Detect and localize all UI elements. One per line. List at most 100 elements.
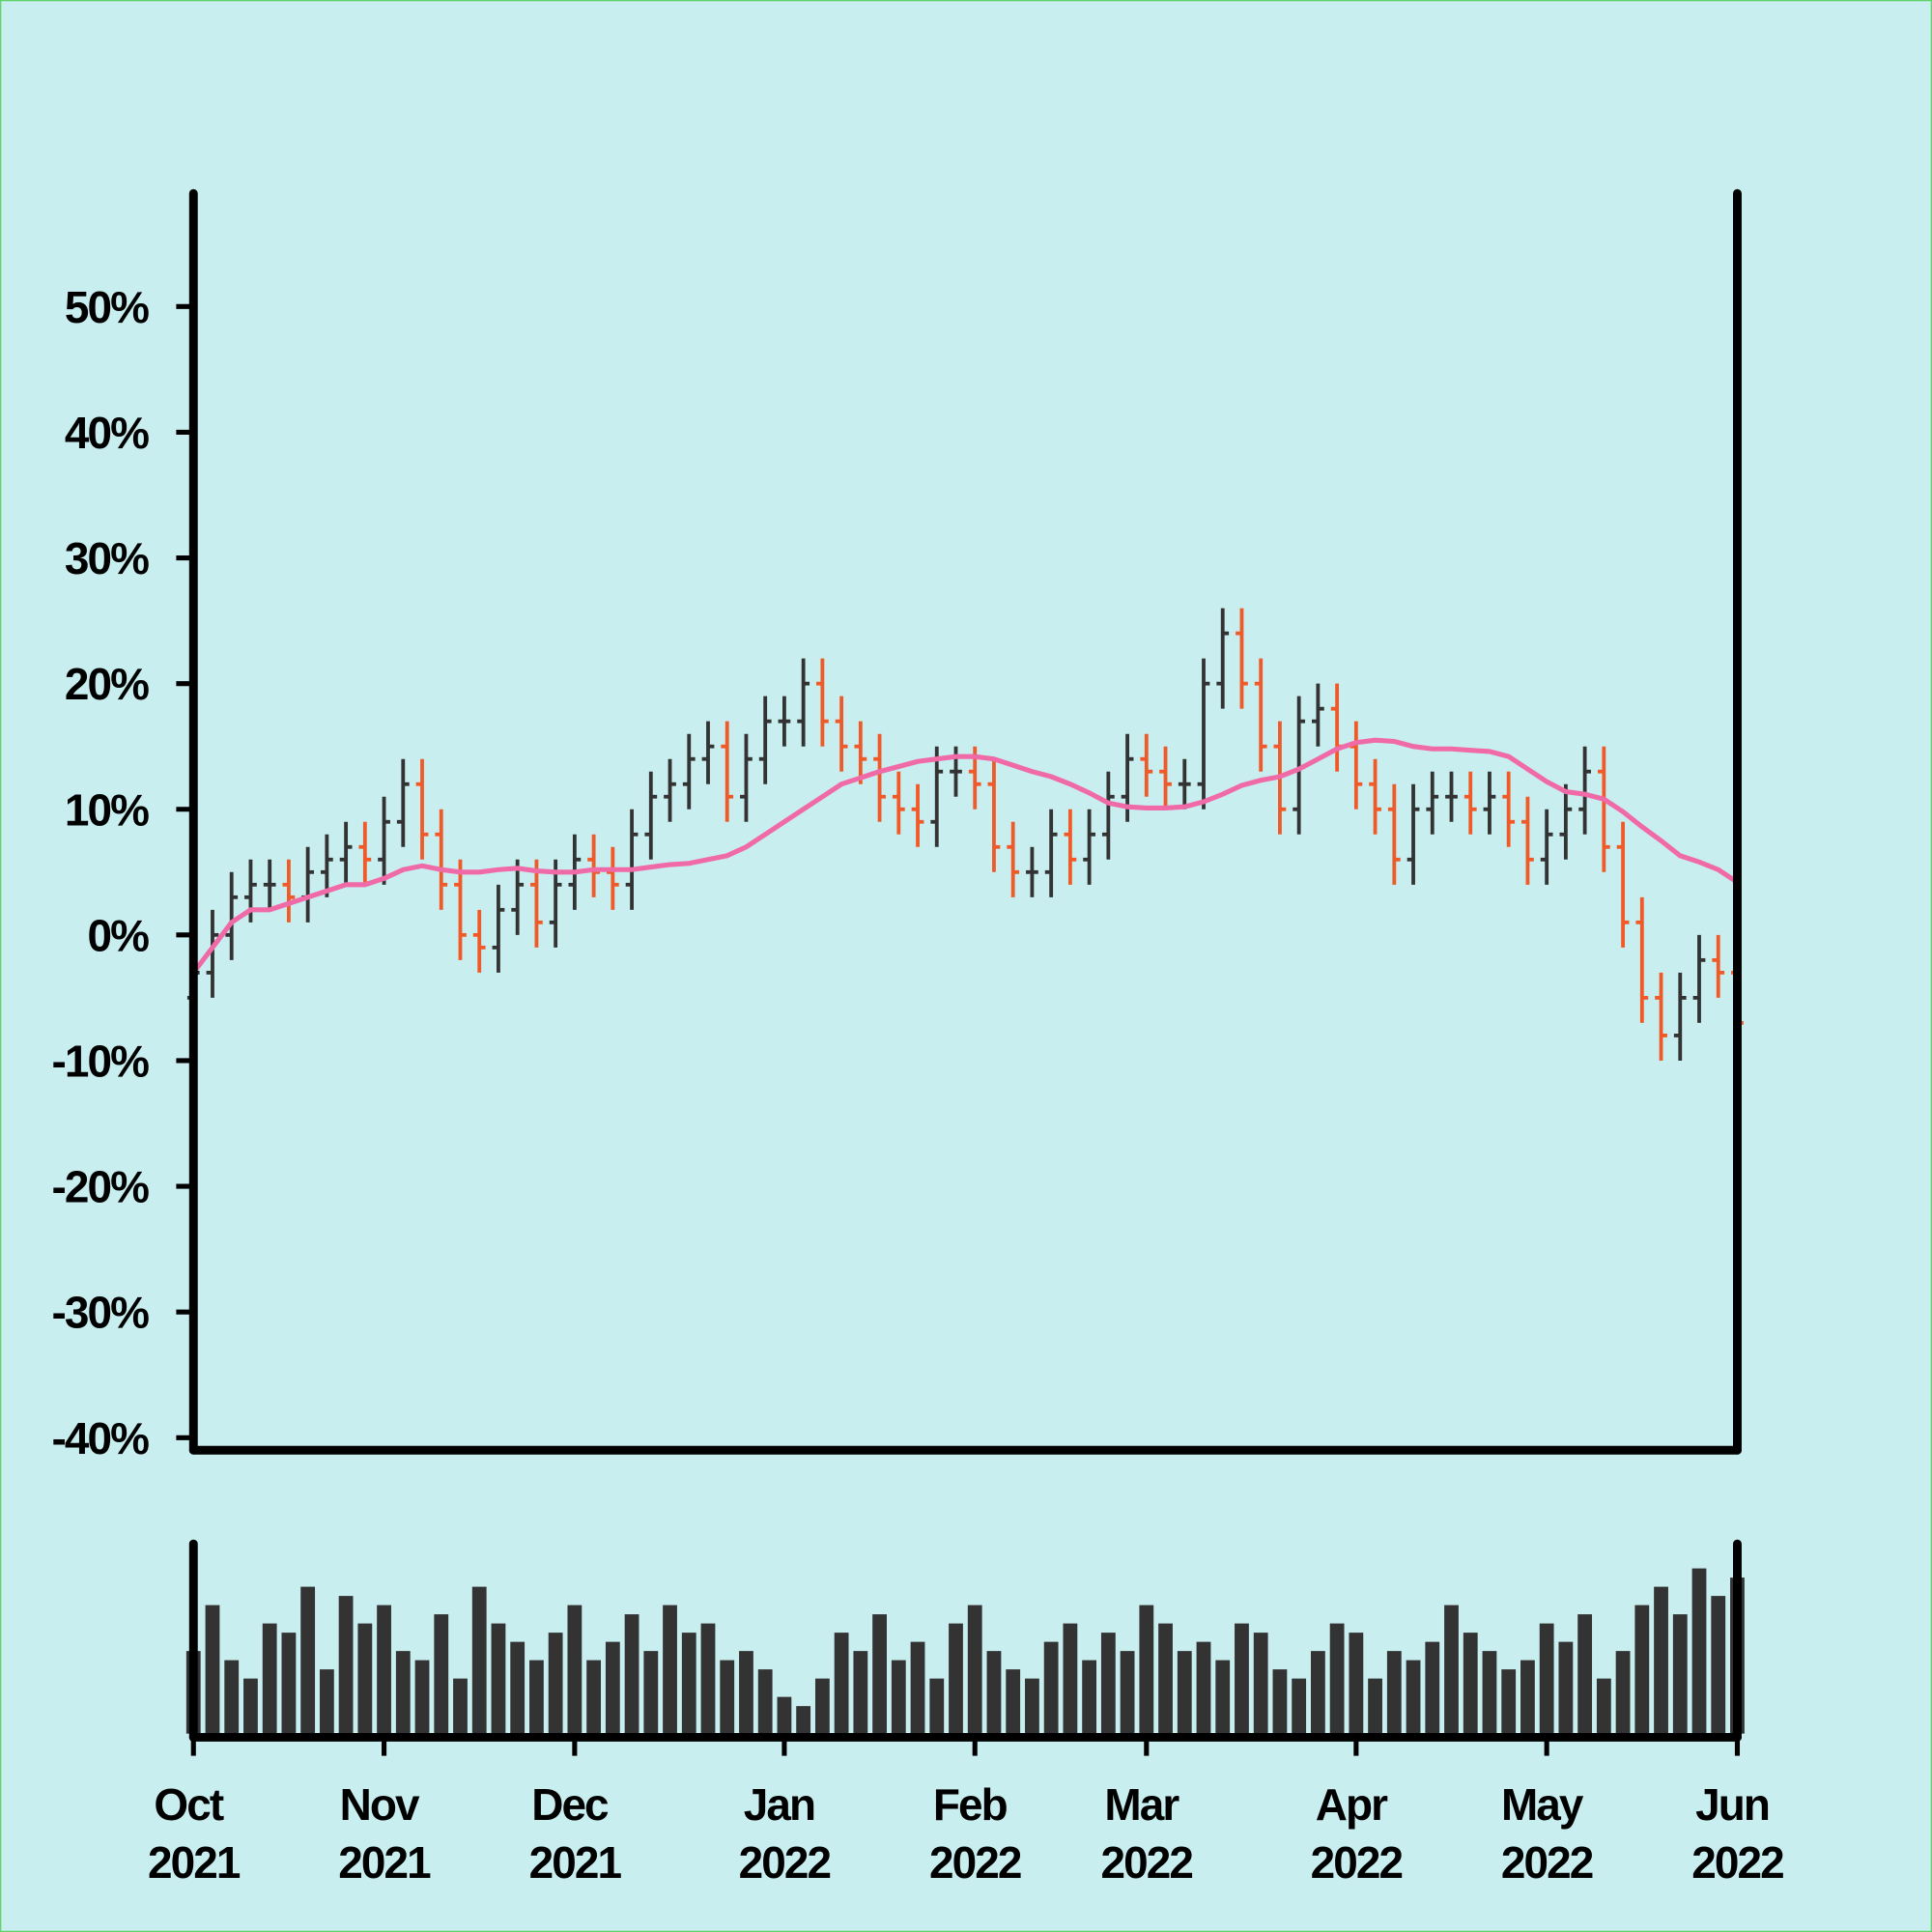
volume-bar (796, 1706, 811, 1734)
volume-bar (319, 1669, 334, 1734)
volume-bar (414, 1660, 430, 1734)
volume-bar (1310, 1651, 1325, 1734)
volume-bar (949, 1623, 963, 1734)
volume-bar (1158, 1623, 1173, 1734)
moving-average (191, 737, 1739, 975)
volume-bar (1501, 1669, 1517, 1734)
x-tick-label: Feb 2022 (929, 1779, 1021, 1888)
volume-bar (853, 1651, 868, 1734)
x-tick-label: Nov 2021 (338, 1779, 431, 1888)
volume-bar (1654, 1586, 1668, 1734)
volume-bar (1215, 1660, 1231, 1734)
volume-bar (529, 1660, 544, 1734)
volume-bar (1235, 1623, 1249, 1734)
y-tick-label: 0% (88, 910, 150, 960)
volume-bar (1386, 1651, 1402, 1734)
volume-bar (1558, 1641, 1574, 1734)
x-tick-label: Jun 2022 (1691, 1779, 1783, 1888)
volume-bar (548, 1633, 563, 1734)
volume-bar (1253, 1633, 1268, 1734)
volume-bar (1025, 1678, 1039, 1734)
volume-bar (281, 1633, 297, 1734)
volume-bar (720, 1660, 735, 1734)
volume-bar (1139, 1605, 1154, 1734)
volume-bar (1425, 1641, 1440, 1734)
volume-bar (586, 1660, 602, 1734)
volume-bar (872, 1614, 887, 1734)
x-tick-label: Mar 2022 (1101, 1779, 1193, 1888)
volume-bar (891, 1660, 906, 1734)
volume-bar (1063, 1623, 1078, 1734)
volume-bar (967, 1605, 982, 1734)
volume-bar (814, 1678, 830, 1734)
volume-bar (1177, 1651, 1192, 1734)
volume-bar (1672, 1614, 1688, 1734)
volume-bar (1482, 1651, 1497, 1734)
volume-bar (929, 1678, 945, 1734)
volume-bar (434, 1614, 449, 1734)
volume-bar (1349, 1633, 1364, 1734)
y-tick-label: 20% (65, 659, 149, 709)
y-tick-label: 40% (65, 408, 149, 458)
volume-bar (567, 1605, 582, 1734)
volume-bar (777, 1696, 792, 1734)
volume-bar (1368, 1678, 1382, 1734)
volume-bar (1463, 1633, 1478, 1734)
volume-bar (1615, 1651, 1631, 1734)
volume-bar (986, 1651, 1002, 1734)
volume-bar (1082, 1660, 1097, 1734)
x-tick-label: Jan 2022 (739, 1779, 831, 1888)
volume-bar (663, 1605, 677, 1734)
volume-bar (1577, 1614, 1593, 1734)
volume-bar (700, 1623, 716, 1734)
volume-bar (262, 1623, 277, 1734)
volume-bar (1691, 1568, 1707, 1734)
volume-bar (1634, 1605, 1650, 1734)
volume-bar (1406, 1660, 1421, 1734)
volume-bar (300, 1586, 316, 1734)
y-tick-label: -20% (52, 1162, 150, 1212)
volume-bar (681, 1633, 696, 1734)
volume-bar (338, 1596, 354, 1734)
y-tick-label: -10% (52, 1037, 150, 1087)
volume-bar (1006, 1669, 1021, 1734)
volume-bar (1539, 1623, 1554, 1734)
volume-bar (243, 1678, 258, 1734)
volume-bar (624, 1614, 639, 1734)
volume-bar (357, 1623, 373, 1734)
volume-bar (910, 1641, 925, 1734)
volume-bar (643, 1651, 659, 1734)
y-tick-label: -30% (52, 1288, 150, 1338)
axes (188, 188, 1742, 1742)
volume-bar (605, 1641, 620, 1734)
volume-bar (491, 1623, 506, 1734)
y-tick-label: -40% (52, 1413, 150, 1463)
volume-bar (739, 1651, 753, 1734)
volume-bar (1711, 1596, 1726, 1734)
volume-bar (377, 1605, 391, 1734)
volume-bar (1043, 1641, 1059, 1734)
volume-bar (453, 1678, 468, 1734)
volume-bar (1292, 1678, 1307, 1734)
volume-bar (1100, 1633, 1116, 1734)
volume-bar (1196, 1641, 1211, 1734)
volume-bar (1329, 1623, 1345, 1734)
volume-bar (224, 1660, 240, 1734)
volume-bar (471, 1586, 487, 1734)
volume-bar (1444, 1605, 1459, 1734)
x-tick-label: Dec 2021 (529, 1779, 622, 1888)
y-tick-label: 50% (65, 282, 149, 332)
x-tick-label: Oct 2021 (148, 1779, 241, 1888)
y-tick-label: 10% (65, 784, 149, 835)
volume-bar (395, 1651, 411, 1734)
volume-bar (1272, 1669, 1288, 1734)
volume-bar (757, 1669, 773, 1734)
volume-bar (205, 1605, 220, 1734)
volume-bar (1520, 1660, 1535, 1734)
y-tick-label: 30% (65, 533, 149, 583)
x-tick-label: Apr 2022 (1311, 1779, 1403, 1888)
volume-bar (1596, 1678, 1611, 1734)
